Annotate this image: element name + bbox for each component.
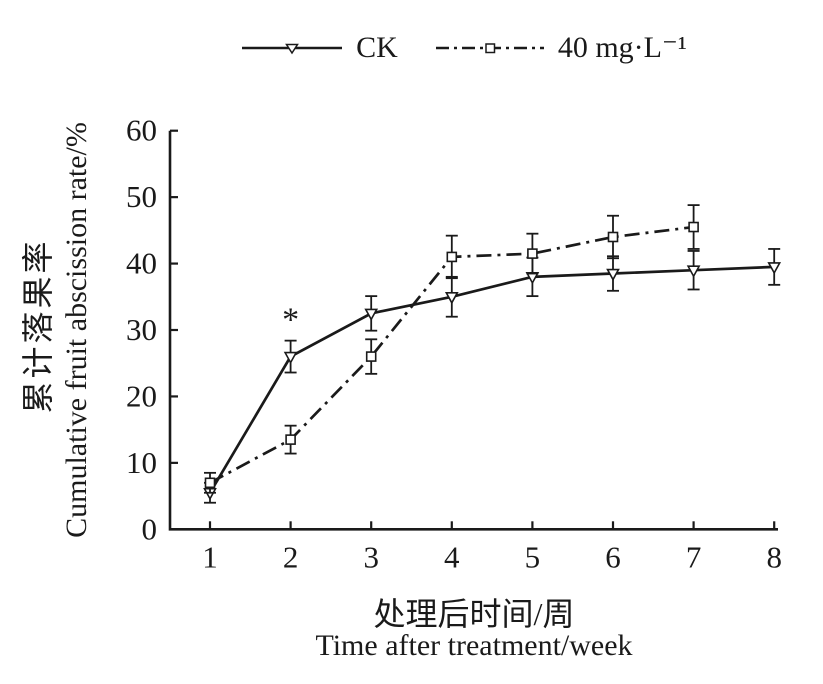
- x-tick-label: 4: [444, 539, 460, 574]
- triangle-down-marker-icon: [364, 308, 379, 322]
- triangle-down-marker-icon: [444, 291, 459, 305]
- y-tick-label: 20: [126, 378, 157, 413]
- y-tick-label: 50: [126, 179, 157, 214]
- x-tick-label: 8: [766, 539, 782, 574]
- y-tick-label: 60: [126, 113, 157, 148]
- square-marker-icon: [285, 434, 296, 445]
- y-tick-label: 10: [126, 445, 157, 480]
- triangle-down-marker-icon: [283, 351, 298, 365]
- significance-star: *: [282, 302, 299, 339]
- legend-label-ck: CK: [356, 30, 398, 64]
- 40mg-line-swatch: [435, 42, 544, 53]
- x-tick-label: 1: [202, 539, 218, 574]
- x-tick-label: 5: [525, 539, 541, 574]
- triangle-down-marker-icon: [767, 262, 782, 275]
- square-marker-icon: [485, 42, 496, 53]
- series-line-ck: [208, 265, 775, 494]
- square-marker-icon: [527, 248, 538, 259]
- x-axis-label-zh: 处理后时间/周: [373, 596, 575, 632]
- y-tick-label: 40: [126, 246, 157, 281]
- x-tick-label: 6: [605, 539, 621, 574]
- ck-line-swatch: [242, 43, 343, 54]
- legend-item-ck: CK: [240, 31, 398, 65]
- axes: [168, 130, 778, 531]
- square-marker-icon: [688, 221, 699, 233]
- triangle-down-marker-icon: [606, 268, 620, 282]
- legend-item-40mg: 40 mg·L⁻¹: [434, 30, 687, 65]
- square-marker-icon: [365, 351, 377, 362]
- triangle-down-marker-icon: [686, 265, 701, 278]
- legend-label-40mg: 40 mg·L⁻¹: [557, 31, 687, 64]
- y-tick-label: 30: [126, 312, 157, 347]
- square-marker-icon: [446, 251, 458, 263]
- y-axis-label-zh: 累计落果率: [20, 238, 56, 414]
- x-tick-label: 2: [283, 539, 299, 574]
- triangle-down-marker-icon: [285, 43, 300, 54]
- x-tick-label: 3: [363, 539, 379, 574]
- x-axis-label-en: Time after treatment/week: [315, 629, 633, 662]
- y-tick-label: 0: [142, 511, 158, 546]
- square-marker-icon: [204, 477, 216, 489]
- square-marker-icon: [607, 231, 619, 243]
- y-axis-label-en: Cumulative fruit abscission rate/%: [60, 122, 93, 538]
- legend: CK 40 mg·L⁻¹: [0, 30, 823, 65]
- x-tick-label: 7: [686, 539, 702, 574]
